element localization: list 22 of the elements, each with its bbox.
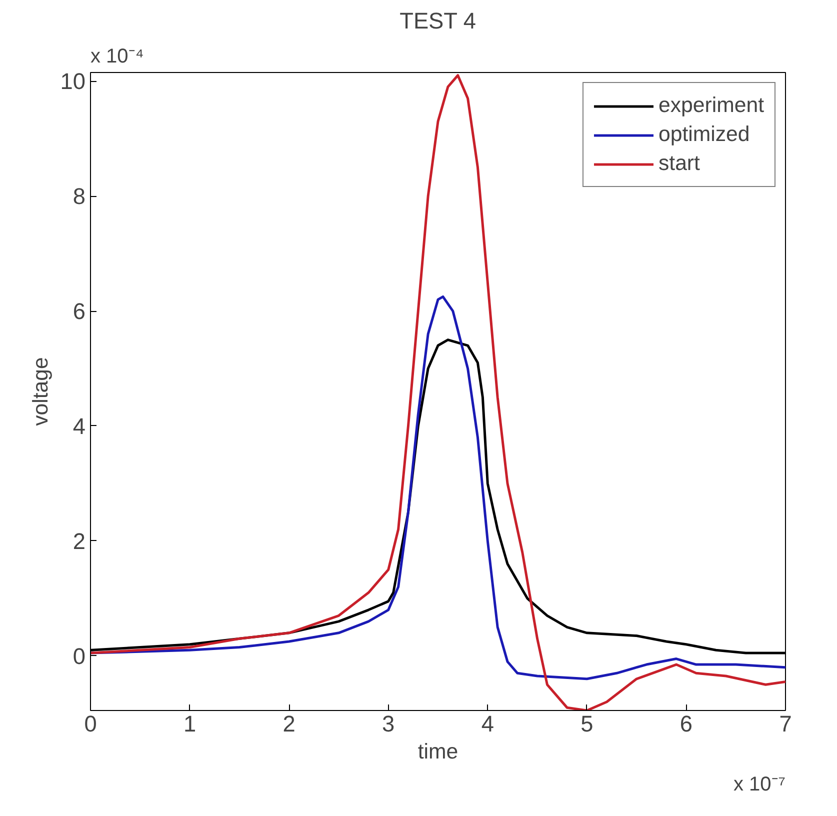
x-tick-label: 4 xyxy=(481,710,494,736)
chart-title: TEST 4 xyxy=(400,8,476,34)
text: x 10⁻⁴ xyxy=(90,46,144,68)
x-axis-title: time xyxy=(418,740,458,764)
y-tick-label: 8 xyxy=(72,183,86,210)
y-tick-label: 0 xyxy=(72,642,86,669)
y-tick-label: 6 xyxy=(72,298,86,324)
x-tick-label: 3 xyxy=(382,710,395,736)
x-tick-label: 7 xyxy=(779,710,792,736)
y-tick-label: 10 xyxy=(60,68,86,94)
y-tick-label: 2 xyxy=(72,528,86,554)
y-axis-title: voltage xyxy=(28,357,52,426)
legend-label: start xyxy=(658,151,700,176)
y-tick-label: 4 xyxy=(72,412,86,439)
line-series xyxy=(90,74,786,710)
x-tick-label: 6 xyxy=(680,710,693,736)
text: x 10⁻⁷ xyxy=(733,774,786,796)
x-tick-label: 5 xyxy=(580,710,594,736)
legend-label: optimized xyxy=(658,122,750,147)
legend-label: experiment xyxy=(658,93,764,118)
x-tick-label: 2 xyxy=(282,710,296,736)
x-tick-label: 1 xyxy=(183,710,196,736)
